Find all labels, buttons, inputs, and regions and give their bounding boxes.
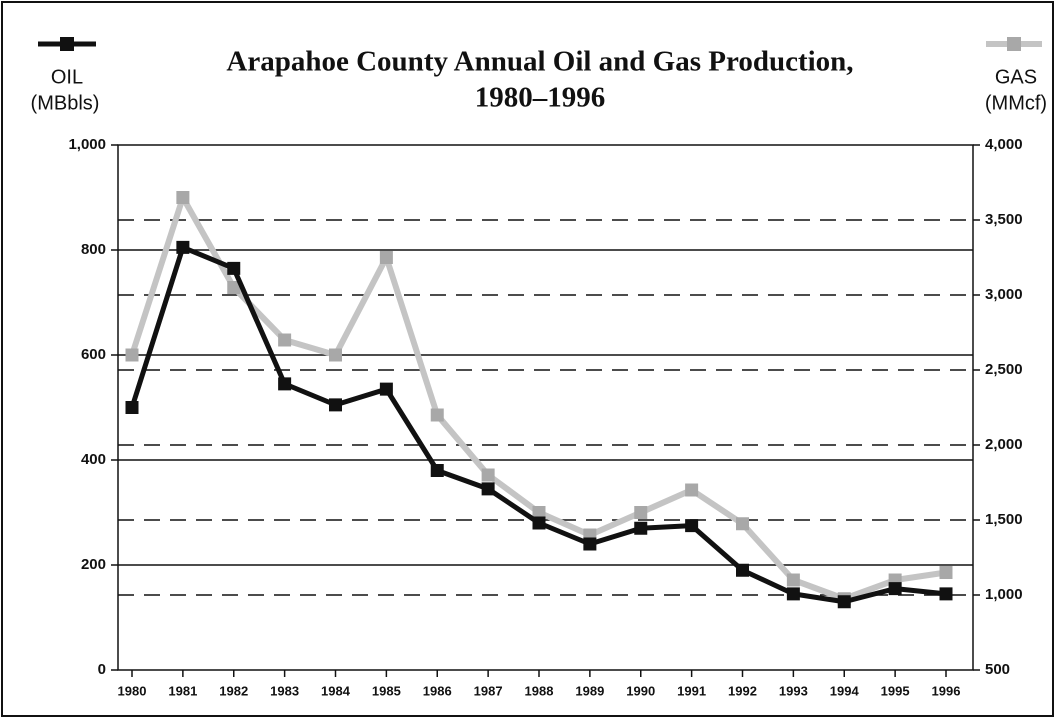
data-point xyxy=(786,573,800,587)
chart-title: 1980–1996 xyxy=(475,82,606,114)
data-point xyxy=(685,483,699,497)
chart-title: Arapahoe County Annual Oil and Gas Produ… xyxy=(226,46,853,78)
y2-tick-label: 3,000 xyxy=(985,286,1023,303)
y2-tick-label: 1,500 xyxy=(985,511,1023,528)
data-point xyxy=(634,521,648,535)
data-point xyxy=(888,582,902,596)
y-tick-label: 1,000 xyxy=(68,136,106,153)
x-tick-label: 1985 xyxy=(372,683,401,698)
x-tick-label: 1992 xyxy=(728,683,757,698)
data-point xyxy=(685,519,699,533)
y-tick-label: 200 xyxy=(81,556,106,573)
x-tick-label: 1988 xyxy=(525,683,554,698)
data-point xyxy=(481,482,495,496)
data-point xyxy=(227,261,241,275)
data-point xyxy=(583,537,597,551)
data-point xyxy=(379,251,393,264)
data-point xyxy=(227,281,241,294)
data-point xyxy=(329,398,342,412)
data-point xyxy=(786,587,800,601)
x-tick-label: 1990 xyxy=(626,683,655,698)
x-tick-label: 1989 xyxy=(575,683,604,698)
x-tick-label: 1982 xyxy=(219,683,248,698)
x-tick-label: 1980 xyxy=(118,683,147,698)
x-tick-label: 1987 xyxy=(474,683,503,698)
data-point xyxy=(125,348,139,362)
data-point xyxy=(176,191,190,204)
x-tick-label: 1993 xyxy=(779,683,808,698)
x-tick-label: 1996 xyxy=(932,683,961,698)
x-tick-label: 1981 xyxy=(168,683,197,698)
y2-tick-label: 500 xyxy=(985,661,1010,678)
legend-swatch xyxy=(60,37,74,51)
y2-axis-label: (MMcf) xyxy=(985,92,1047,114)
data-point xyxy=(329,348,342,362)
x-tick-label: 1994 xyxy=(830,683,860,698)
data-point xyxy=(837,595,851,609)
y2-tick-label: 2,500 xyxy=(985,361,1023,378)
y2-tick-label: 1,000 xyxy=(985,586,1023,603)
data-point xyxy=(430,464,444,477)
y-tick-label: 800 xyxy=(81,241,106,258)
data-point xyxy=(939,566,953,579)
data-point xyxy=(736,563,749,577)
legend-swatch xyxy=(1007,37,1021,51)
x-tick-label: 1986 xyxy=(423,683,452,698)
series-line xyxy=(129,244,947,605)
data-point xyxy=(379,382,393,396)
series-line xyxy=(129,194,947,602)
y2-tick-label: 4,000 xyxy=(985,136,1023,153)
data-point xyxy=(176,240,190,254)
data-point xyxy=(532,506,546,519)
legend-label: OIL xyxy=(51,66,83,88)
data-point xyxy=(634,506,648,519)
data-point xyxy=(736,517,749,531)
legend-label: GAS xyxy=(995,66,1037,88)
data-point xyxy=(532,516,546,530)
plot-frame xyxy=(117,144,974,671)
y2-tick-label: 2,000 xyxy=(985,436,1023,453)
y-tick-label: 600 xyxy=(81,346,106,363)
x-tick-label: 1995 xyxy=(881,683,910,698)
data-point xyxy=(481,468,495,482)
data-point xyxy=(278,377,292,391)
data-point xyxy=(278,333,292,347)
y-axis-label: (MBbls) xyxy=(31,92,100,114)
y-tick-label: 400 xyxy=(81,451,106,468)
data-point xyxy=(125,401,139,414)
data-point xyxy=(939,587,953,601)
x-tick-label: 1984 xyxy=(321,683,351,698)
y-tick-label: 0 xyxy=(98,661,106,678)
y2-tick-label: 3,500 xyxy=(985,211,1023,228)
x-tick-label: 1983 xyxy=(270,683,299,698)
data-point xyxy=(430,408,444,422)
x-tick-label: 1991 xyxy=(677,683,706,698)
